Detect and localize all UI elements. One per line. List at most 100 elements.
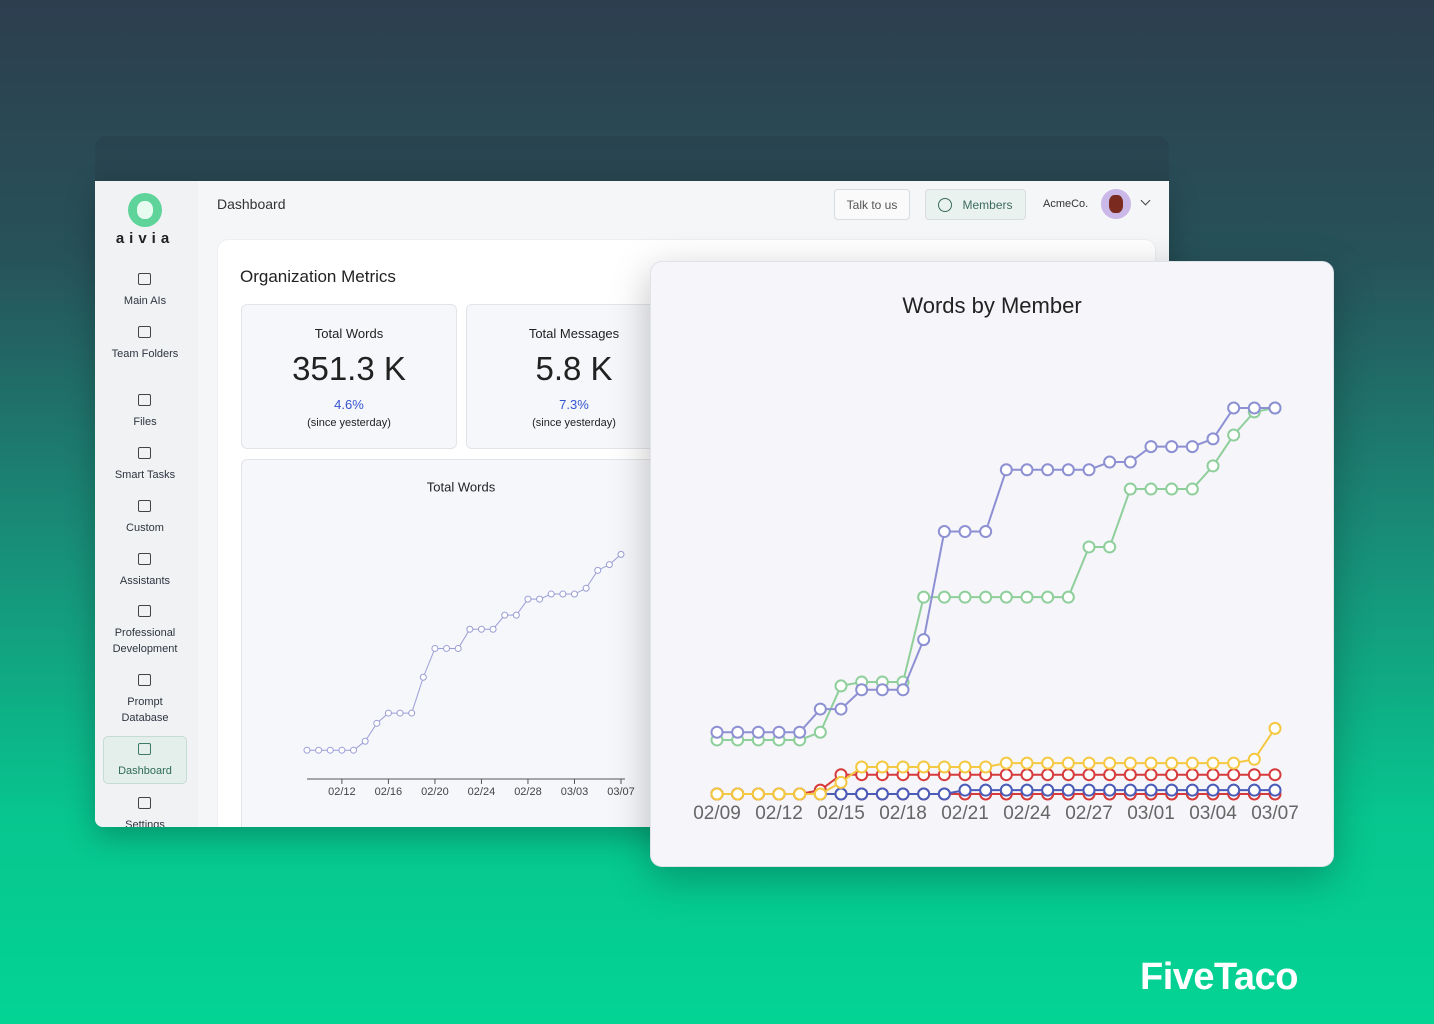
nav-item[interactable]: Smart Tasks — [114, 469, 176, 481]
data-point — [1227, 756, 1241, 770]
nav-icon — [138, 326, 151, 338]
data-point — [582, 584, 590, 592]
nav-item[interactable]: Dashboard — [118, 765, 172, 777]
data-point — [1268, 768, 1282, 782]
data-point — [999, 783, 1013, 797]
data-point — [1165, 783, 1179, 797]
x-tick-label: 02/28 — [514, 786, 542, 798]
data-point — [1103, 756, 1117, 770]
members-button[interactable]: Members — [925, 189, 1026, 220]
data-point — [937, 787, 951, 801]
nav-item[interactable]: Assistants — [119, 575, 171, 587]
data-point — [917, 590, 931, 604]
data-point — [999, 756, 1013, 770]
metric-change: 4.6% — [334, 397, 364, 412]
nav-item[interactable]: Custom — [126, 522, 164, 534]
data-point — [1165, 756, 1179, 770]
nav-item[interactable]: Main AIs — [123, 295, 167, 307]
talk-button[interactable]: Talk to us — [834, 189, 910, 220]
data-point — [1206, 432, 1220, 446]
data-point — [958, 760, 972, 774]
data-point — [834, 702, 848, 716]
data-point — [1020, 463, 1034, 477]
data-point — [1247, 783, 1261, 797]
data-point — [917, 787, 931, 801]
series-line — [717, 407, 1275, 734]
chevron[interactable] — [1140, 195, 1151, 206]
page-title: Dashboard — [217, 196, 286, 212]
x-tick-label: 02/12 — [755, 803, 803, 824]
data-point — [896, 683, 910, 697]
data-point — [501, 611, 509, 619]
data-point — [1268, 401, 1282, 415]
data-point — [1123, 482, 1137, 496]
data-point — [1206, 768, 1220, 782]
data-point — [772, 787, 786, 801]
nav-active-bg — [103, 736, 187, 784]
data-point — [408, 709, 416, 717]
x-tick-label: 02/16 — [375, 786, 403, 798]
data-point — [489, 625, 497, 633]
x-tick-label: 03/04 — [1189, 803, 1237, 824]
data-point — [1227, 428, 1241, 442]
data-point — [1227, 783, 1241, 797]
nav-item[interactable]: Team Folders — [111, 348, 179, 360]
data-point — [979, 590, 993, 604]
members-icon — [938, 197, 953, 212]
nav-icon — [138, 674, 151, 686]
data-point — [547, 590, 555, 598]
sidebar: aivia Main AIs Team Folders Files Smart Tas… — [95, 181, 198, 827]
data-point — [1103, 768, 1117, 782]
data-point — [303, 746, 311, 754]
x-tick-label: 02/27 — [1065, 803, 1113, 824]
nav-icon — [138, 500, 151, 512]
data-point — [1123, 783, 1137, 797]
data-point — [937, 525, 951, 539]
data-point — [1247, 401, 1261, 415]
data-point — [384, 709, 392, 717]
data-point — [813, 725, 827, 739]
avatar-face — [1109, 195, 1123, 213]
x-tick-label: 03/07 — [1251, 803, 1299, 824]
metric-note: (since yesterday) — [307, 417, 391, 429]
x-tick-label: 03/03 — [561, 786, 589, 798]
nav-icon — [138, 447, 151, 459]
data-point — [338, 746, 346, 754]
nav-icon — [138, 743, 151, 755]
avatar[interactable] — [1101, 189, 1131, 219]
data-point — [1103, 455, 1117, 469]
series-line — [717, 773, 1275, 795]
data-point — [1206, 783, 1220, 797]
data-point — [361, 737, 369, 745]
data-point — [751, 787, 765, 801]
nav-item[interactable]: Settings — [125, 819, 165, 827]
data-point — [1041, 463, 1055, 477]
nav-item[interactable]: Prompt Database — [121, 696, 169, 724]
data-point — [1123, 768, 1137, 782]
data-point — [1123, 756, 1137, 770]
data-point — [594, 566, 602, 574]
logo-text: aivia — [115, 230, 175, 247]
data-point — [979, 760, 993, 774]
data-point — [1082, 768, 1096, 782]
series-line — [717, 407, 1276, 741]
x-tick-label: 02/15 — [817, 803, 865, 824]
logo-mark — [128, 193, 162, 227]
data-point — [1041, 783, 1055, 797]
members-label: Members — [962, 197, 1013, 212]
data-point — [1061, 783, 1075, 797]
nav-item[interactable]: Files — [133, 416, 157, 428]
data-point — [1020, 590, 1034, 604]
data-point — [419, 673, 427, 681]
data-point — [1061, 590, 1075, 604]
data-point — [855, 760, 869, 774]
data-point — [937, 590, 951, 604]
data-point — [1185, 440, 1199, 454]
data-point — [875, 760, 889, 774]
data-point — [1185, 783, 1199, 797]
data-point — [1061, 463, 1075, 477]
nav-item[interactable]: Professional Development — [112, 627, 178, 655]
data-point — [1061, 756, 1075, 770]
metric-card: Total Words 351.3 K 4.6% (since yesterday) — [241, 304, 457, 449]
metric-change: 7.3% — [559, 397, 589, 412]
